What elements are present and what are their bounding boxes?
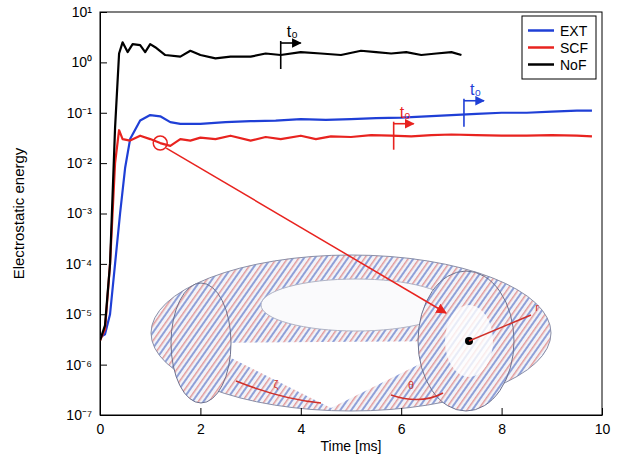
- y-tick-label: 10⁻⁷: [66, 407, 92, 423]
- series-line: [100, 42, 461, 340]
- y-axis: 10⁻⁷ 10⁻⁶ 10⁻⁵ 10⁻⁴ 10⁻³ 10⁻² 10⁻¹ 10⁰ 10¹: [65, 4, 107, 423]
- y-tick-mark: [100, 264, 107, 265]
- legend-label: SCF: [560, 40, 588, 56]
- x-tick-mark: [200, 408, 201, 415]
- t0-marker: t₀: [281, 23, 301, 69]
- zeta-arc: [236, 381, 321, 403]
- y-tick-label: 10¹: [72, 4, 93, 20]
- y-tick-mark: [100, 163, 107, 164]
- x-tick: 8: [498, 408, 506, 437]
- y-tick: 10⁻⁵: [66, 306, 107, 322]
- y-tick-label: 10⁻⁶: [66, 357, 92, 373]
- x-tick: 6: [398, 408, 406, 437]
- legend-swatch: [528, 29, 554, 32]
- t0-label: t₀: [400, 104, 411, 121]
- inset-torus: ζ θ r: [151, 255, 551, 411]
- legend-swatch: [528, 46, 554, 49]
- y-tick-label: 10⁻²: [67, 155, 93, 171]
- y-tick: 10⁻¹: [67, 105, 107, 121]
- t0-tick: [280, 41, 282, 69]
- highlight-arrow: [166, 148, 446, 313]
- t0-marker: t₀: [464, 81, 484, 127]
- x-tick-label: 10: [595, 421, 611, 437]
- x-axis-line: [101, 415, 603, 416]
- y-tick-label: 10⁻¹: [67, 105, 93, 121]
- cross-section-right: [418, 271, 514, 411]
- y-tick-mark: [100, 365, 107, 366]
- x-axis: 0 2 4 6 8 10: [97, 408, 611, 437]
- radius-line: [469, 315, 531, 341]
- t0-tick: [463, 99, 465, 127]
- y-tick: 10⁻²: [67, 155, 107, 171]
- y-tick: 10⁻⁴: [65, 256, 107, 272]
- t0-arrow: [464, 100, 484, 102]
- legend: EXTSCFNoF: [522, 16, 596, 79]
- t0-arrow: [394, 123, 414, 125]
- y-tick: 10¹: [72, 4, 107, 20]
- x-tick-label: 6: [398, 421, 406, 437]
- y-tick-mark: [100, 214, 107, 215]
- y-tick-mark: [100, 12, 107, 13]
- y-axis-title: Electrostatic energy: [10, 147, 27, 279]
- plot-frame: [100, 12, 602, 415]
- inset-label: r: [535, 301, 539, 313]
- legend-label: NoF: [560, 57, 586, 73]
- y-tick-mark: [100, 415, 107, 416]
- x-tick-label: 0: [97, 421, 105, 437]
- x-tick-mark: [502, 408, 503, 415]
- series-line: [100, 130, 592, 340]
- y-tick: 10⁻⁷: [66, 407, 107, 423]
- y-tick: 10⁰: [71, 54, 107, 70]
- x-tick-mark: [602, 408, 603, 415]
- y-tick-label: 10⁻³: [67, 205, 93, 221]
- legend-swatch: [528, 63, 554, 66]
- t0-tick: [393, 122, 395, 150]
- legend-label: EXT: [560, 23, 588, 39]
- x-tick: 2: [197, 408, 205, 437]
- x-axis-title: Time [ms]: [321, 438, 382, 454]
- chart: ζθr024681010⁻⁷10⁻⁶10⁻⁵10⁻⁴10⁻³10⁻²10⁻¹10…: [0, 0, 624, 457]
- y-tick-mark: [100, 62, 107, 63]
- y-tick-label: 10⁰: [71, 54, 92, 70]
- inset-label: θ: [408, 379, 414, 391]
- plot-area: [100, 42, 592, 340]
- cross-section-left: [171, 283, 231, 403]
- t0-arrow: [281, 42, 301, 44]
- x-tick-mark: [301, 408, 302, 415]
- x-tick: 4: [297, 408, 305, 437]
- t0-label: t₀: [470, 81, 481, 98]
- highlight-circle: [153, 136, 167, 150]
- theta-arc: [391, 393, 443, 400]
- x-tick-label: 8: [498, 421, 506, 437]
- y-tick-label: 10⁻⁵: [66, 306, 92, 322]
- torus-body: [151, 255, 551, 411]
- t0-label: t₀: [287, 23, 298, 40]
- y-tick: 10⁻³: [67, 205, 107, 221]
- t0-marker: t₀: [394, 104, 414, 150]
- legend-box: [522, 16, 596, 79]
- x-tick-label: 4: [297, 421, 305, 437]
- y-tick: 10⁻⁶: [66, 357, 107, 373]
- y-tick-label: 10⁻⁴: [65, 256, 92, 272]
- t0-markers: t₀ t₀ t₀: [281, 23, 484, 150]
- x-tick-mark: [401, 408, 402, 415]
- y-tick-mark: [100, 113, 107, 114]
- x-tick: 10: [595, 408, 611, 437]
- x-tick-label: 2: [197, 421, 205, 437]
- inset-label: ζ: [274, 378, 279, 390]
